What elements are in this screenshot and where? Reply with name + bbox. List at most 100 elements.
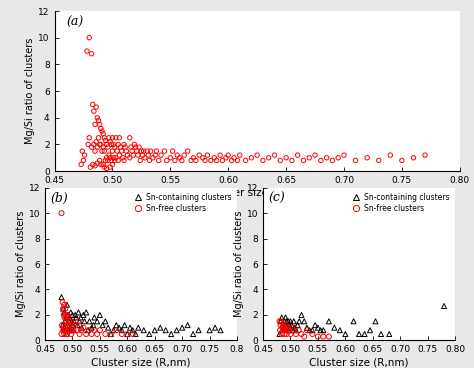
Point (283, 322, 291, 328)
Point (60, 312, 67, 318)
Legend: Sn-containing clusters, Sn-free clusters: Sn-containing clusters, Sn-free clusters (350, 191, 451, 215)
Point (104, 158, 111, 163)
Point (259, 158, 267, 163)
Point (325, 318, 333, 324)
Point (247, 155, 255, 161)
Point (276, 318, 283, 324)
Point (236, 152, 244, 158)
Point (284, 325, 292, 330)
Point (279, 322, 287, 328)
Point (61, 331, 68, 337)
Point (108, 158, 115, 163)
Point (281, 331, 288, 337)
Point (106, 139, 114, 145)
Point (356, 331, 363, 337)
Point (283, 327, 290, 333)
Point (311, 152, 319, 158)
Point (62, 327, 69, 333)
Point (281, 318, 288, 324)
Point (340, 152, 348, 158)
Point (116, 135, 123, 141)
Point (122, 148, 130, 154)
Point (65, 327, 73, 333)
Text: (c): (c) (269, 192, 285, 205)
X-axis label: Cluster size (R,nm): Cluster size (R,nm) (91, 357, 191, 367)
Point (152, 152, 159, 158)
Point (127, 144, 135, 150)
Point (171, 158, 179, 163)
Point (146, 158, 153, 163)
Point (92, 104, 100, 110)
Point (112, 322, 120, 328)
Point (60, 322, 67, 328)
Point (93, 318, 101, 324)
Point (328, 158, 336, 163)
Point (288, 158, 296, 163)
Point (309, 331, 316, 337)
Point (126, 155, 134, 161)
Point (147, 148, 155, 154)
Point (68, 327, 75, 333)
Point (76, 331, 83, 337)
Point (134, 152, 142, 158)
Point (283, 318, 291, 324)
Point (287, 331, 294, 337)
Point (166, 155, 174, 161)
Point (161, 148, 168, 154)
Point (90, 322, 97, 328)
Point (319, 327, 327, 333)
Point (317, 327, 325, 333)
Point (350, 318, 357, 324)
Y-axis label: Mg/Si ratio of clusters: Mg/Si ratio of clusters (26, 38, 36, 144)
Point (184, 322, 191, 328)
Point (173, 327, 181, 333)
Point (286, 325, 294, 330)
Point (117, 144, 124, 150)
Point (314, 325, 322, 330)
Point (132, 331, 139, 337)
Point (217, 327, 224, 333)
Point (80, 158, 87, 163)
Point (100, 144, 107, 150)
Point (342, 331, 349, 337)
Point (151, 327, 158, 333)
Point (294, 322, 301, 328)
Point (201, 158, 209, 163)
Point (87, 164, 94, 170)
Point (96, 158, 103, 163)
Point (104, 144, 111, 150)
Point (283, 155, 290, 161)
Point (295, 327, 302, 333)
Point (325, 334, 333, 340)
Point (59, 299, 66, 305)
Point (105, 135, 113, 141)
Point (317, 158, 325, 163)
Point (287, 318, 294, 324)
Point (135, 325, 142, 330)
Point (163, 158, 171, 163)
Point (80, 312, 87, 318)
Point (277, 318, 284, 324)
Point (156, 325, 164, 330)
Point (77, 315, 84, 321)
Point (137, 148, 145, 154)
Point (59, 306, 67, 312)
Point (77, 162, 85, 167)
Point (309, 327, 316, 333)
Point (281, 325, 289, 330)
Point (294, 152, 301, 158)
Point (76, 318, 83, 324)
Point (63, 318, 70, 324)
Point (288, 322, 295, 328)
Point (288, 325, 296, 330)
Point (95, 117, 102, 123)
Point (298, 312, 305, 318)
Point (285, 327, 292, 333)
Point (195, 327, 202, 333)
Point (118, 327, 126, 333)
Point (276, 327, 284, 333)
Point (59, 322, 66, 328)
Point (222, 155, 230, 161)
Y-axis label: Mg/Si ratio of clusters: Mg/Si ratio of clusters (234, 211, 244, 317)
Point (162, 327, 170, 333)
